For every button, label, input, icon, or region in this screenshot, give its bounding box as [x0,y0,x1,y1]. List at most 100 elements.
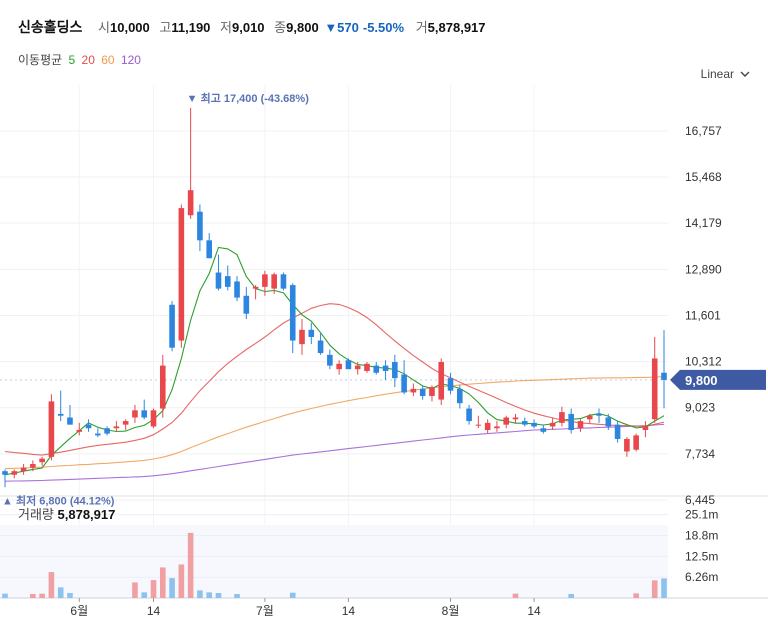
line-ma60 [4,376,665,470]
volume-bars [2,532,667,598]
price-tick-label: 9,023 [685,401,715,415]
date-tick-label: 7월 [256,604,274,618]
max-price-label: ▼ 최고 17,400 (-43.68%) [187,91,310,105]
candle-body [419,388,426,397]
volume-bar [289,592,296,598]
change-value: ▼570 [324,20,359,35]
min-price-label: ▲ 최저 6,800 (44.12%) [2,493,115,507]
volume-tick-label: 6.26m [685,570,718,584]
candle-body [234,281,240,298]
candle-body [262,274,268,287]
price-badge-shape [670,369,766,390]
volume-bar [141,592,148,598]
candle-body [141,410,148,418]
ma-legend-120: 120 [120,53,141,67]
date-tick-label: 14 [342,604,356,618]
scale-selector[interactable]: Linear [701,67,750,81]
price-tick-label: 12,890 [685,262,722,276]
candle-body [178,208,185,341]
candle-body [20,467,27,472]
candle-body [457,388,463,404]
line-ma20 [4,303,665,456]
close-value: 9,800 [286,20,319,35]
candle-body [568,413,574,431]
volume-grid [0,495,768,599]
candle-body [206,240,212,259]
candle-body [132,410,138,418]
stock-name: 신송홀딩스 [18,19,83,35]
candle-body [57,413,64,416]
line-ma120 [4,423,665,482]
candle-body [586,415,593,420]
volume-bar [30,594,36,598]
candle-body [317,340,324,354]
current-price-badge: 9,800 [670,369,766,390]
volume-bar [132,582,138,598]
candle-body [113,426,120,429]
volume-bar [215,593,222,598]
date-tick-label: 14 [527,604,541,618]
candle-body [521,421,528,425]
change-percent: -5.50% [362,20,405,35]
candle-body [484,422,491,431]
volume-tick-label: 18.8m [685,529,718,543]
candle-body [11,471,18,475]
candle-body [605,417,612,427]
candle-body [549,422,556,427]
volume-bar [234,594,240,598]
chart-grid [0,85,668,598]
candle-body [169,304,175,348]
candle-body [299,329,305,345]
candle-body [438,362,445,400]
volume-label: 거 [415,20,428,35]
candle-body [429,387,435,397]
candle-body [382,365,389,371]
price-tick-label: 16,757 [685,124,722,138]
candle-body [197,211,203,241]
candle-body [559,412,565,423]
volume-bar [197,590,203,598]
price-axis: 6,445 7,734 9,023 10,312 11,601 12,890 14,179 1… [685,124,722,507]
candle-body [354,365,361,370]
volume-value: 5,878,917 [427,20,486,35]
candle-body [159,365,166,409]
candle-body [327,354,333,366]
volume-panel-value: 5,878,917 [57,507,116,522]
volume-bar [159,567,166,598]
candle-body [122,421,129,425]
candle-body [95,433,101,436]
volume-bar [512,593,519,598]
moving-average-legend[interactable]: 이동평균 5 20 60 120 [18,51,141,68]
candle-body [252,286,259,289]
close-label: 종 [274,20,287,35]
volume-panel-label: 거래량 5,878,917 [18,504,115,523]
candle-body [651,358,658,420]
volume-bar [2,593,8,598]
candle-body [271,274,277,289]
candle-body [661,372,667,380]
volume-panel-title: 거래량 [18,507,54,522]
volume-bar [169,578,175,598]
candle-body [2,471,8,475]
low-value: 9,010 [232,20,265,35]
candle-body [48,401,55,457]
candle-body [494,426,500,429]
candle-body [308,329,315,337]
chevron-down-icon [740,71,750,77]
volume-bar [39,593,45,598]
open-label: 시 [98,20,110,35]
high-value: 11,190 [171,20,211,35]
scale-selector-label: Linear [700,67,734,81]
volume-bar [178,564,185,598]
price-tick-label: 15,468 [685,170,722,184]
candle-body [540,428,547,432]
volume-bar [651,580,658,598]
candle-body [624,438,630,452]
candle-body [345,360,352,370]
plot-area [0,95,668,500]
volume-axis: 6.26m 12.5m 18.8m 25.1m [685,508,718,585]
candle-body [392,362,398,379]
candle-body [243,295,250,314]
date-tick-label: 8월 [442,604,460,618]
